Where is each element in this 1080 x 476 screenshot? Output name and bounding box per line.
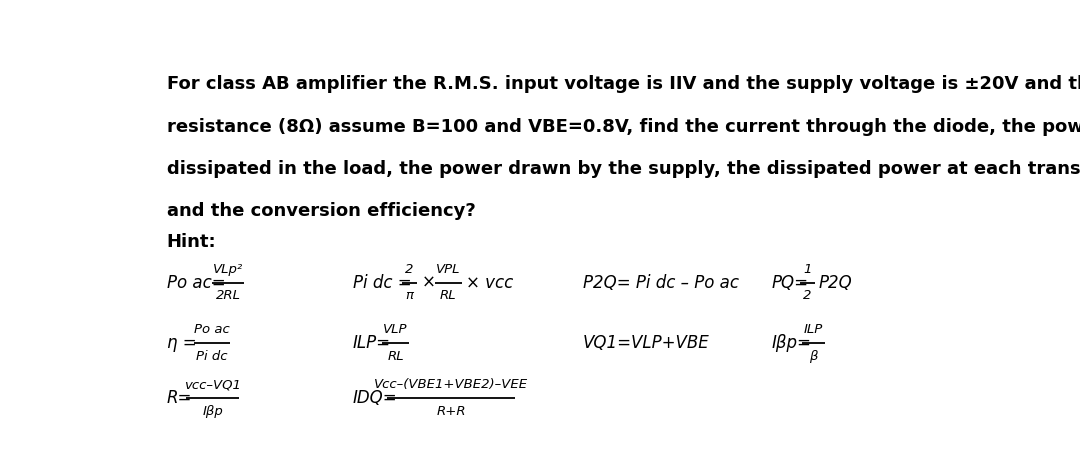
Text: 2RL: 2RL — [216, 289, 241, 302]
Text: RL: RL — [388, 349, 404, 363]
Text: VPL: VPL — [436, 263, 460, 276]
Text: Hint:: Hint: — [166, 233, 216, 251]
Text: Vcc–(VBE1+VBE2)–VEE: Vcc–(VBE1+VBE2)–VEE — [374, 378, 528, 391]
Text: P2Q: P2Q — [819, 274, 853, 291]
Text: 2: 2 — [804, 289, 811, 302]
Text: Iβp=: Iβp= — [771, 334, 811, 352]
Text: vcc–VQ1: vcc–VQ1 — [185, 378, 241, 391]
Text: Po ac=: Po ac= — [166, 274, 226, 291]
Text: PQ=: PQ= — [771, 274, 808, 291]
Text: RL: RL — [440, 289, 457, 302]
Text: 1: 1 — [804, 263, 811, 276]
Text: For class AB amplifier the R.M.S. input voltage is IIV and the supply voltage is: For class AB amplifier the R.M.S. input … — [166, 76, 1080, 93]
Text: β: β — [809, 349, 818, 363]
Text: ILP=: ILP= — [352, 334, 391, 352]
Text: IDQ=: IDQ= — [352, 389, 397, 407]
Text: × vcc: × vcc — [465, 274, 513, 291]
Text: ×: × — [421, 274, 435, 291]
Text: Pi dc: Pi dc — [195, 349, 228, 363]
Text: VLp²: VLp² — [213, 263, 243, 276]
Text: Pi dc =: Pi dc = — [352, 274, 417, 291]
Text: VLP: VLP — [383, 323, 408, 337]
Text: Po ac: Po ac — [193, 323, 230, 337]
Text: dissipated in the load, the power drawn by the supply, the dissipated power at e: dissipated in the load, the power drawn … — [166, 160, 1080, 178]
Text: π: π — [406, 289, 414, 302]
Text: and the conversion efficiency?: and the conversion efficiency? — [166, 202, 475, 220]
Text: R+R: R+R — [436, 405, 465, 417]
Text: VQ1=VLP+VBE: VQ1=VLP+VBE — [583, 334, 710, 352]
Text: R=: R= — [166, 389, 192, 407]
Text: ILP: ILP — [804, 323, 823, 337]
Text: Iβp: Iβp — [203, 405, 224, 417]
Text: resistance (8Ω) assume B=100 and VBE=0.8V, find the current through the diode, t: resistance (8Ω) assume B=100 and VBE=0.8… — [166, 118, 1080, 136]
Text: η =: η = — [166, 334, 202, 352]
Text: P2Q= Pi dc – Po ac: P2Q= Pi dc – Po ac — [583, 274, 739, 291]
Text: 2: 2 — [405, 263, 414, 276]
